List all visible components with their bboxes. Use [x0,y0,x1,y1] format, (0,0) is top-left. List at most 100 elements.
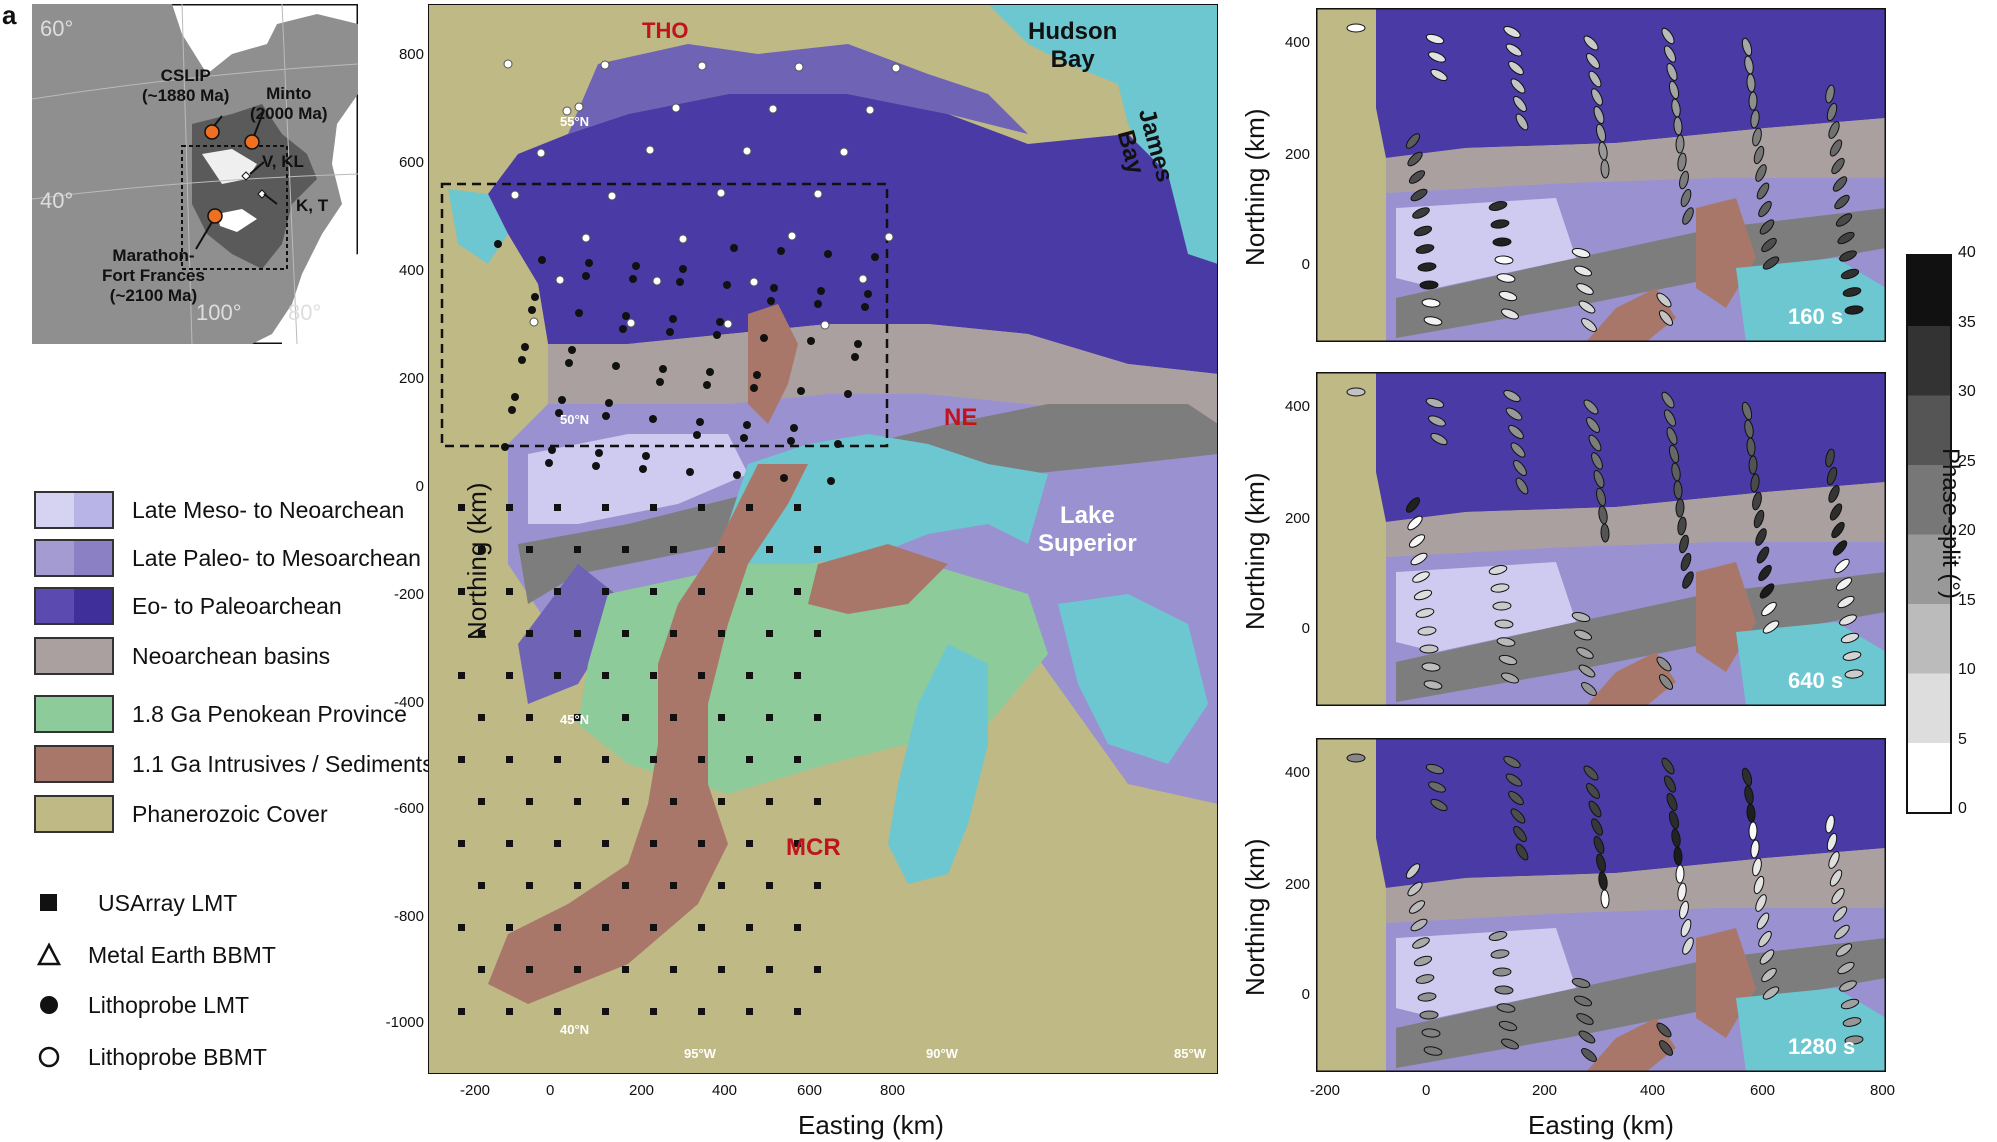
phase-ellipse [1826,466,1838,486]
phase-ellipse [1588,70,1602,88]
usarray-site [814,882,821,889]
phase-ellipse [1515,113,1529,131]
label-mcr: MCR [786,834,841,861]
site-minto-name: Minto [266,84,312,103]
lithoprobe-lmt-site [575,309,583,317]
phase-ellipse [1677,882,1687,902]
symbol-item: Lithoprobe BBMT [34,1042,267,1072]
phase-ellipse [1505,407,1523,421]
phase-ellipse [1759,583,1775,599]
phase-ellipse [1840,632,1860,644]
lithoprobe-lmt-site [706,368,714,376]
main-y-tick: 400 [398,262,424,279]
usarray-site [718,546,725,553]
phase-ellipse [1666,427,1678,445]
phase-ellipse [1835,213,1853,227]
colorbar-tick: 10 [1958,661,1976,678]
sub-y-axis-label-c: Northing (km) [1240,108,1270,266]
main-x-tick: 800 [880,1082,906,1099]
phase-ellipse [1576,1013,1594,1025]
lon-95w: 95°W [684,1046,716,1061]
phase-ellipse [1410,188,1428,202]
main-y-tick: -800 [393,908,424,925]
usarray-site [526,882,533,889]
usarray-site [670,714,677,721]
site-marathon-name2: Fort Frances [102,266,205,285]
phase-ellipse [1656,656,1672,672]
phase-ellipse [1748,455,1758,475]
phase-ellipse [1682,937,1694,955]
usarray-site [698,756,705,763]
usarray-site [650,672,657,679]
phase-ellipse [1658,310,1674,326]
site-minto-marker [244,134,260,150]
phase-ellipse [1744,785,1754,805]
main-x-tick: -200 [460,1082,491,1099]
lat-50n: 50°N [560,412,590,427]
usarray-site [766,798,773,805]
phase-ellipse [1492,237,1512,247]
sub-x-tick: 600 [1750,1082,1776,1099]
phase-ellipse [1831,887,1845,905]
lithoprobe-lmt-site [770,284,778,292]
usarray-site [458,840,465,847]
sub-y-tick: 0 [1301,986,1310,1003]
phase-ellipse [1430,432,1448,446]
lithoprobe-bbmt-site [697,61,707,71]
phase-ellipse [1576,283,1594,295]
usarray-site [554,504,561,511]
usarray-site [602,756,609,763]
lithoprobe-lmt-site [767,297,775,305]
usarray-site [650,1008,657,1015]
lithoprobe-lmt-site [871,253,879,261]
lithoprobe-bbmt-site [768,104,778,114]
colorbar-tick: 15 [1958,591,1976,609]
usarray-site [670,882,677,889]
phase-ellipse [1753,145,1765,165]
site-marathon-age: (~2100 Ma) [109,286,198,305]
inset-lat-60: 60° [40,16,74,41]
phase-ellipse [1588,800,1602,818]
lithoprobe-bbmt-site [529,317,539,327]
usarray-site [718,798,725,805]
site-cslip-name: CSLIP [160,66,211,85]
phase-ellipse [1668,80,1680,100]
lithoprobe-lmt-site [696,418,704,426]
phase-ellipse [1417,262,1437,272]
lithoprobe-bbmt-site [574,102,584,112]
phase-ellipse [1515,477,1529,495]
phase-ellipse [1591,818,1603,836]
phase-ellipse [1762,620,1780,634]
phase-ellipse [1761,967,1777,983]
sub-x-tick: 400 [1640,1082,1666,1099]
phase-ellipse [1762,986,1780,1000]
lithoprobe-lmt-site [548,446,556,454]
phase-ellipse [1834,558,1850,574]
sub-y-tick: 400 [1284,34,1310,51]
phase-ellipse [1501,1038,1519,1050]
usarray-site [554,924,561,931]
phase-ellipse [1825,814,1835,834]
phase-ellipse [1417,992,1437,1002]
main-y-tick: 200 [398,370,424,387]
usarray-site [526,966,533,973]
usarray-site [698,588,705,595]
usarray-site [622,798,629,805]
lithoprobe-bbmt-site [671,103,681,113]
lithoprobe-bbmt-site [600,60,610,70]
phase-ellipse [1421,662,1441,672]
lithoprobe-lmt-site [723,281,731,289]
usarray-site [746,504,753,511]
site-cslip-age: (~1880 Ma) [142,86,230,105]
lithoprobe-bbmt-site [510,190,520,200]
usarray-site [574,546,581,553]
lithoprobe-bbmt-site [839,147,849,157]
lon-90w: 90°W [926,1046,958,1061]
phase-ellipse [1679,900,1689,920]
lithoprobe-bbmt-site [678,234,688,244]
phase-ellipse [1842,287,1862,297]
colorbar-tick: 0 [1958,800,1967,817]
lithoprobe-lmt-site [787,437,795,445]
phase-ellipse [1671,462,1681,482]
lithoprobe-lmt-site [622,312,630,320]
